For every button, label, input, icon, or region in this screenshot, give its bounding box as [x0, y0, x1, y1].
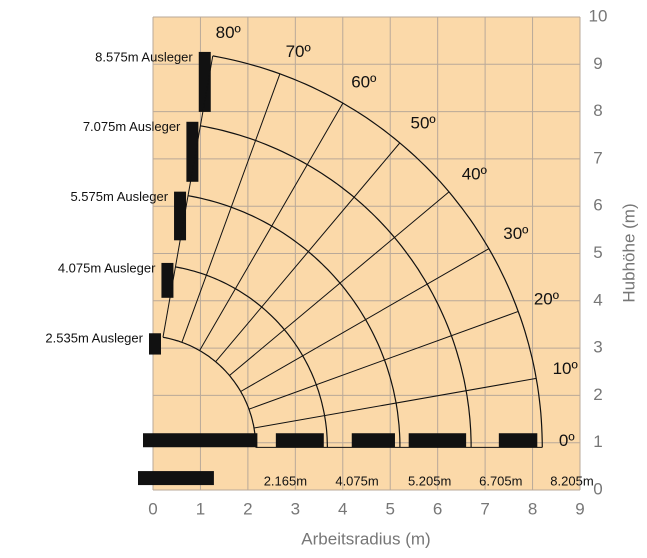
- plot: [152, 16, 581, 491]
- x-tick-label: 0: [148, 499, 157, 518]
- truck-icon: [351, 433, 395, 448]
- y-tick-label: 8: [593, 101, 602, 120]
- angle-label: 70º: [286, 42, 311, 61]
- x-tick-label: 1: [196, 499, 205, 518]
- radius-label: 2.165m: [264, 473, 307, 488]
- x-tick-label: 3: [291, 499, 300, 518]
- angle-line: [240, 248, 490, 392]
- truck-icon: [498, 433, 538, 448]
- y-tick-label: 5: [593, 243, 602, 262]
- y-tick-label: 4: [593, 290, 602, 309]
- boom-label: 8.575m Ausleger: [95, 49, 193, 64]
- angle-line: [248, 310, 519, 410]
- x-tick-label: 9: [575, 499, 584, 518]
- boom-icon: [161, 262, 174, 298]
- truck-icon: [143, 433, 258, 448]
- y-tick-label: 7: [593, 148, 602, 167]
- radius-label: 6.705m: [479, 473, 522, 488]
- angle-label: 40º: [462, 165, 487, 184]
- boom-icon: [198, 51, 211, 112]
- x-tick-label: 8: [528, 499, 537, 518]
- y-tick-label: 3: [593, 338, 602, 357]
- y-tick-label: 6: [593, 196, 602, 215]
- angle-label: 10º: [553, 359, 578, 378]
- truck-icon: [408, 433, 467, 448]
- range-arc: [212, 55, 543, 448]
- angle-label: 60º: [351, 72, 376, 91]
- radius-label: 4.075m: [335, 473, 378, 488]
- boom-label: 7.075m Ausleger: [83, 119, 181, 134]
- boom-icon: [174, 191, 187, 241]
- angle-line: [162, 55, 214, 338]
- angle-label: 0º: [559, 431, 575, 450]
- x-tick-label: 5: [385, 499, 394, 518]
- y-tick-label: 2: [593, 385, 602, 404]
- angle-line: [215, 142, 401, 363]
- x-tick-label: 4: [338, 499, 347, 518]
- angle-line: [253, 377, 537, 429]
- y-tick-label: 10: [589, 6, 608, 25]
- radius-label: 8.205m: [550, 473, 593, 488]
- boom-icon: [148, 333, 161, 355]
- x-tick-label: 6: [433, 499, 442, 518]
- angle-label: 50º: [411, 114, 436, 133]
- x-tick-label: 2: [243, 499, 252, 518]
- y-tick-label: 0: [593, 479, 602, 498]
- truck-base: [138, 471, 214, 486]
- angle-line: [199, 102, 344, 351]
- y-tick-label: 9: [593, 54, 602, 73]
- boom-icon: [186, 121, 199, 182]
- boom-label: 4.075m Ausleger: [58, 260, 156, 275]
- angle-label: 80º: [216, 23, 241, 42]
- y-axis-label: Hubhöhe (m): [619, 203, 638, 302]
- angle-line: [181, 73, 281, 343]
- radius-label: 5.205m: [408, 473, 451, 488]
- boom-label: 5.575m Ausleger: [70, 189, 168, 204]
- boom-label: 2.535m Ausleger: [45, 331, 143, 346]
- y-tick-label: 1: [593, 432, 602, 451]
- angle-line: [229, 191, 450, 376]
- x-tick-label: 7: [480, 499, 489, 518]
- angle-label: 30º: [503, 224, 528, 243]
- angle-label: 20º: [534, 289, 559, 308]
- x-axis-label: Arbeitsradius (m): [301, 529, 430, 548]
- truck-icon: [275, 433, 324, 448]
